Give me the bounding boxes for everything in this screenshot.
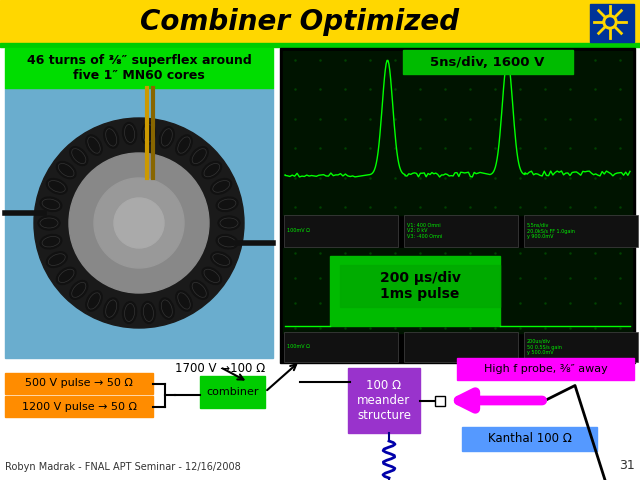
Text: High f probe, ⅜″ away: High f probe, ⅜″ away xyxy=(484,364,607,374)
Bar xyxy=(435,396,445,406)
Bar xyxy=(340,265,500,307)
Text: 5ns/div, 1600 V: 5ns/div, 1600 V xyxy=(430,56,545,69)
Ellipse shape xyxy=(38,216,60,230)
Text: 100mV Ω: 100mV Ω xyxy=(287,345,310,349)
Text: 31: 31 xyxy=(620,459,635,472)
Bar xyxy=(5,396,153,417)
Ellipse shape xyxy=(141,122,156,144)
Bar xyxy=(0,0,640,44)
Bar xyxy=(283,51,632,215)
Circle shape xyxy=(603,15,617,29)
Bar xyxy=(457,358,634,380)
Bar xyxy=(524,215,638,247)
Ellipse shape xyxy=(176,291,192,311)
Circle shape xyxy=(34,118,244,328)
Text: 500 V pulse → 50 Ω: 500 V pulse → 50 Ω xyxy=(25,379,133,388)
Bar xyxy=(348,368,420,433)
Text: V1: 400 Omni
V2: 0 kV
V3: -400 Omni: V1: 400 Omni V2: 0 kV V3: -400 Omni xyxy=(407,223,442,240)
Ellipse shape xyxy=(190,147,208,166)
Circle shape xyxy=(606,18,614,26)
Bar xyxy=(5,88,273,358)
Bar xyxy=(283,248,632,333)
Ellipse shape xyxy=(122,122,137,144)
Ellipse shape xyxy=(211,252,232,267)
Ellipse shape xyxy=(216,197,238,212)
Ellipse shape xyxy=(216,235,238,249)
Ellipse shape xyxy=(176,135,192,155)
Ellipse shape xyxy=(211,179,232,194)
Text: Robyn Madrak - FNAL APT Seminar - 12/16/2008: Robyn Madrak - FNAL APT Seminar - 12/16/… xyxy=(5,462,241,472)
Bar xyxy=(284,332,398,362)
Ellipse shape xyxy=(40,197,62,212)
Ellipse shape xyxy=(56,161,76,179)
Bar xyxy=(284,215,398,247)
Ellipse shape xyxy=(122,301,137,324)
Ellipse shape xyxy=(70,147,88,166)
Text: Kanthal 100 Ω: Kanthal 100 Ω xyxy=(488,432,572,445)
Bar xyxy=(5,48,273,88)
Text: 46 turns of ⅜″ superflex around
five 1″ MN60 cores: 46 turns of ⅜″ superflex around five 1″ … xyxy=(27,54,252,82)
Ellipse shape xyxy=(46,252,67,267)
Circle shape xyxy=(69,153,209,293)
Bar xyxy=(524,332,638,362)
Text: 200 μs/div
1ms pulse: 200 μs/div 1ms pulse xyxy=(380,271,460,301)
Ellipse shape xyxy=(70,280,88,300)
Ellipse shape xyxy=(56,267,76,285)
Ellipse shape xyxy=(104,298,118,319)
Text: 100 Ω
meander
structure: 100 Ω meander structure xyxy=(357,379,411,422)
Bar xyxy=(280,48,635,363)
Text: 5.5ns/div
20.0kS/s FF 1.0gain
y 900.0mV: 5.5ns/div 20.0kS/s FF 1.0gain y 900.0mV xyxy=(527,223,575,240)
Text: 100mV Ω: 100mV Ω xyxy=(287,228,310,233)
Circle shape xyxy=(114,198,164,248)
Bar xyxy=(590,4,634,42)
Ellipse shape xyxy=(202,267,221,285)
Text: 1700 V →100 Ω: 1700 V →100 Ω xyxy=(175,361,265,374)
Text: 200us/div
50 0.5S/s gain
y 500.0mV: 200us/div 50 0.5S/s gain y 500.0mV xyxy=(527,339,562,355)
Ellipse shape xyxy=(86,291,102,311)
Bar xyxy=(404,215,518,247)
Ellipse shape xyxy=(190,280,208,300)
Text: 1200 V pulse → 50 Ω: 1200 V pulse → 50 Ω xyxy=(22,401,136,411)
Ellipse shape xyxy=(104,127,118,148)
Bar xyxy=(0,43,640,47)
Ellipse shape xyxy=(86,135,102,155)
Bar xyxy=(330,256,500,326)
Text: Combiner Optimized: Combiner Optimized xyxy=(140,8,460,36)
Ellipse shape xyxy=(218,216,240,230)
Bar xyxy=(462,427,597,451)
Ellipse shape xyxy=(40,235,62,249)
Ellipse shape xyxy=(202,161,221,179)
Ellipse shape xyxy=(159,127,174,148)
Ellipse shape xyxy=(141,301,156,324)
Ellipse shape xyxy=(46,179,67,194)
Circle shape xyxy=(94,178,184,268)
Bar xyxy=(403,50,573,74)
Bar xyxy=(200,376,265,408)
Text: combiner: combiner xyxy=(206,387,259,397)
Bar xyxy=(5,373,153,394)
Ellipse shape xyxy=(159,298,174,319)
Bar xyxy=(404,332,518,362)
